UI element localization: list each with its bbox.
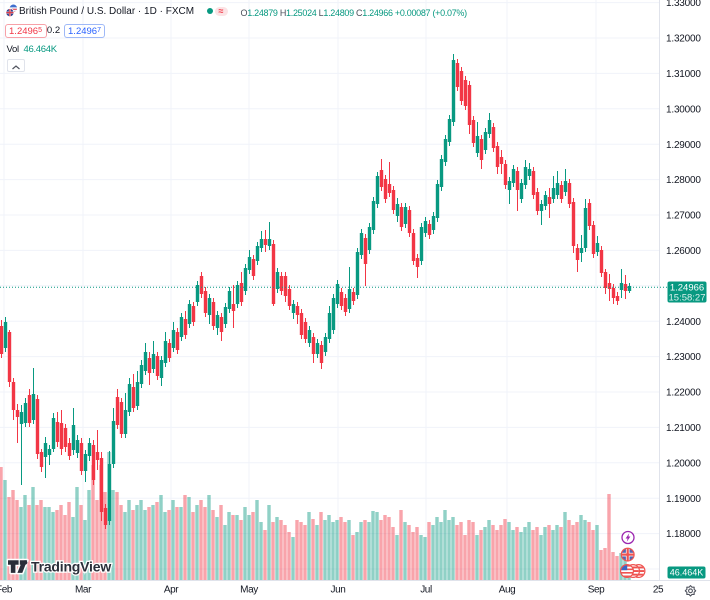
svg-text:1.18000: 1.18000 [666,529,701,540]
svg-text:1.23000: 1.23000 [666,352,701,363]
svg-text:1.20000: 1.20000 [666,458,701,469]
svg-text:1.26000: 1.26000 [666,246,701,257]
svg-text:1.27000: 1.27000 [666,211,701,222]
svg-text:1.30000: 1.30000 [666,104,701,115]
svg-text:46.464K: 46.464K [670,568,704,578]
svg-text:1.24966: 1.24966 [670,283,704,294]
svg-text:Aug: Aug [499,584,516,595]
svg-text:1.28000: 1.28000 [666,175,701,186]
svg-text:Jul: Jul [420,584,432,595]
svg-text:1.32000: 1.32000 [666,34,701,45]
svg-text:1.21000: 1.21000 [666,423,701,434]
svg-text:1.22000: 1.22000 [666,388,701,399]
svg-text:1.33000: 1.33000 [666,0,701,9]
svg-text:Feb: Feb [0,584,13,595]
svg-text:Mar: Mar [75,584,92,595]
svg-text:May: May [240,584,258,595]
svg-text:Jun: Jun [331,584,346,595]
svg-text:Sep: Sep [588,584,605,595]
svg-text:1.29000: 1.29000 [666,140,701,151]
svg-text:TradingView: TradingView [31,559,111,575]
svg-text:1.24000: 1.24000 [666,317,701,328]
svg-text:Apr: Apr [164,584,179,595]
svg-text:15:58:27: 15:58:27 [669,292,706,303]
svg-text:25: 25 [653,584,664,595]
svg-text:1.31000: 1.31000 [666,69,701,80]
svg-text:1.19000: 1.19000 [666,494,701,505]
